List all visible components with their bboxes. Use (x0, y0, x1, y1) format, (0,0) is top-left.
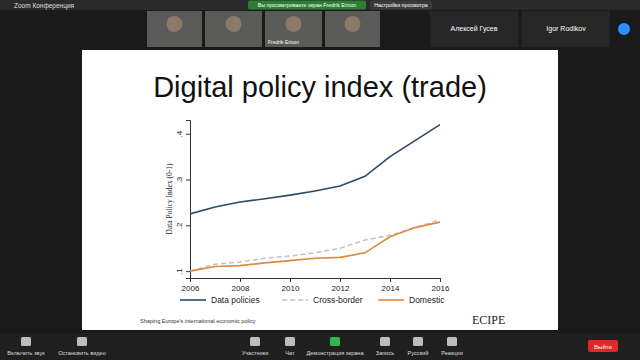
title-bar (0, 0, 640, 10)
participant-avatar (226, 16, 242, 32)
view-options-text[interactable]: Настройки просмотра (374, 2, 428, 8)
participant-avatar (167, 16, 183, 32)
toolbar-label[interactable]: Запись (376, 350, 394, 356)
legend-label: Data policies (211, 295, 260, 305)
x-tick: 2010 (282, 278, 300, 293)
toolbar-label[interactable]: Включить звук (7, 350, 45, 356)
x-tick: 2006 (182, 278, 200, 293)
toolbar-label[interactable]: Остановить видео (58, 350, 106, 356)
x-tick-label: 2008 (232, 284, 250, 293)
window-title: Zoom Конференция (14, 2, 75, 10)
y-tick: .3 (175, 176, 190, 183)
participant-avatar (345, 16, 361, 32)
toolbar-label[interactable]: Демонстрация экрана (306, 350, 364, 356)
y-axis-title: Data Policy Index (0-1) (165, 163, 174, 235)
participant-tile[interactable] (325, 11, 380, 47)
legend-swatch (282, 299, 308, 301)
x-tick-mark (240, 278, 241, 282)
participant-name: Fredrik Erixon (268, 39, 299, 45)
x-tick-label: 2014 (382, 284, 400, 293)
y-tick: .4 (175, 130, 190, 137)
y-tick-label: .4 (175, 130, 184, 137)
series-line (190, 222, 440, 271)
legend-swatch (180, 299, 206, 301)
x-tick-mark (190, 278, 191, 282)
participant-tile[interactable] (522, 11, 610, 47)
x-tick: 2016 (432, 278, 450, 293)
participant-name: Алексей Гусев (451, 25, 498, 33)
leave-label[interactable]: Выйти (594, 344, 612, 350)
slide-footer: Shaping Europe's international economic … (140, 318, 256, 324)
share-banner-text: Вы просматриваете экран Fredrik Erixon (258, 2, 357, 8)
x-tick: 2014 (382, 278, 400, 293)
slide-logo: ECIPE (472, 313, 505, 327)
toolbar-icon[interactable] (447, 337, 457, 346)
strip-next-button[interactable] (618, 23, 630, 35)
y-tick-label: .3 (175, 176, 184, 183)
x-tick: 2008 (232, 278, 250, 293)
y-axis-line (186, 121, 191, 279)
share-banner (248, 1, 366, 10)
participant-tile[interactable] (205, 11, 262, 47)
screen: Zoom Конференция Вы просматриваете экран … (0, 0, 640, 360)
slide (82, 50, 558, 330)
participant-tile[interactable] (430, 11, 518, 47)
toolbar (0, 333, 640, 360)
toolbar-label[interactable]: Реакции (441, 350, 463, 356)
x-tick-label: 2010 (282, 284, 300, 293)
toolbar-icon[interactable] (250, 337, 260, 346)
toolbar-icon[interactable] (330, 337, 340, 346)
y-tick-label: .2 (175, 222, 184, 229)
y-tick: .2 (175, 222, 190, 229)
y-tick-mark (186, 180, 190, 181)
y-tick-mark (186, 271, 190, 272)
x-axis: 2006 2008 2010 2012 2014 2016 (182, 278, 450, 293)
participant-tile[interactable] (147, 11, 202, 47)
x-tick-mark (340, 278, 341, 282)
x-tick-mark (290, 278, 291, 282)
leave-button[interactable] (588, 340, 618, 352)
toolbar-icon[interactable] (77, 337, 87, 346)
participant-avatar (286, 16, 302, 32)
x-tick-mark (390, 278, 391, 282)
x-tick: 2012 (332, 278, 350, 293)
x-tick-label: 2006 (182, 284, 200, 293)
toolbar-icon[interactable] (285, 337, 295, 346)
participant-tile[interactable] (265, 11, 322, 47)
legend-label: Cross-border (313, 295, 363, 305)
window-background (0, 0, 640, 360)
toolbar-label[interactable]: Участники (242, 350, 269, 356)
series-line (190, 125, 440, 214)
y-axis: .1 .2 .3 .4 (175, 121, 191, 279)
toolbar-icon[interactable] (413, 337, 423, 346)
x-tick-mark (440, 278, 441, 282)
toolbar-icon[interactable] (21, 337, 31, 346)
x-tick-label: 2012 (332, 284, 350, 293)
view-options-button[interactable] (370, 1, 432, 10)
toolbar-label[interactable]: Русский (408, 350, 429, 356)
legend-swatch (378, 299, 404, 301)
plot-area (190, 125, 440, 272)
toolbar-label[interactable]: Чат (285, 350, 295, 356)
series-line (190, 220, 440, 271)
legend-label: Domestic (409, 295, 445, 305)
toolbar-icon[interactable] (380, 337, 390, 346)
participant-name: Igor Rodikov (546, 25, 586, 33)
x-tick-label: 2016 (432, 284, 450, 293)
x-axis-line (191, 279, 441, 283)
y-tick-mark (186, 134, 190, 135)
y-tick: .1 (175, 268, 190, 275)
y-tick-mark (186, 225, 190, 226)
y-tick-label: .1 (175, 268, 184, 275)
chart-title: Digital policy index (trade) (153, 71, 487, 103)
